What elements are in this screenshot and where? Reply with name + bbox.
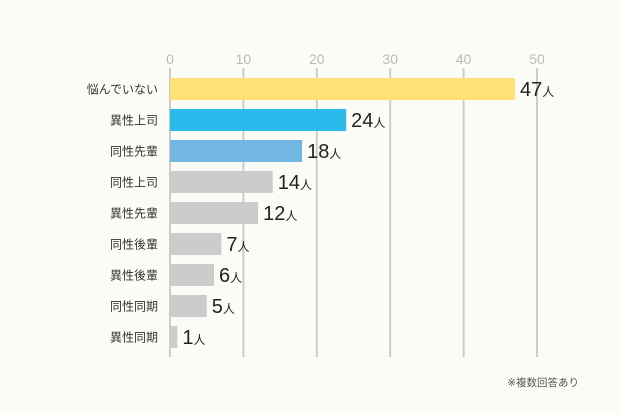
bar — [170, 140, 303, 162]
data-label-unit: 人 — [285, 209, 297, 223]
category-label: 同性上司 — [110, 176, 158, 190]
footnote: ※複数回答あり — [507, 376, 579, 389]
category-label: 悩んでいない — [87, 83, 158, 97]
data-label-unit: 人 — [238, 240, 250, 254]
category-label: 異性先輩 — [110, 206, 158, 221]
bar — [170, 109, 347, 131]
data-label-unit: 人 — [193, 333, 205, 347]
category-label: 異性後輩 — [110, 268, 158, 283]
data-label: 18人 — [307, 141, 341, 163]
bar — [170, 202, 259, 224]
bar — [170, 78, 515, 100]
x-tick-label: 0 — [166, 51, 174, 67]
x-tick-label: 20 — [309, 51, 325, 67]
data-label: 6人 — [219, 265, 242, 287]
data-label-unit: 人 — [542, 85, 554, 99]
data-label: 12人 — [263, 203, 297, 225]
data-label: 24人 — [351, 110, 385, 132]
bar — [170, 233, 222, 255]
bar — [170, 295, 207, 317]
x-tick-label: 10 — [236, 51, 252, 67]
category-label: 同性後輩 — [110, 237, 158, 252]
category-label: 同性先輩 — [110, 144, 158, 159]
data-label: 1人 — [182, 327, 205, 349]
category-label: 同性同期 — [110, 300, 158, 314]
data-label-unit: 人 — [223, 302, 235, 316]
category-label: 異性同期 — [110, 331, 158, 345]
data-label-unit: 人 — [329, 147, 341, 161]
category-label: 異性上司 — [110, 114, 158, 128]
data-label: 14人 — [278, 172, 312, 194]
data-label-unit: 人 — [373, 116, 385, 130]
data-label: 7人 — [226, 234, 249, 256]
data-label-unit: 人 — [230, 271, 242, 285]
data-label: 5人 — [212, 296, 235, 318]
bar — [170, 264, 215, 286]
bar — [170, 326, 178, 348]
x-tick-label: 50 — [529, 51, 545, 67]
x-tick-label: 30 — [382, 51, 398, 67]
data-label-unit: 人 — [300, 178, 312, 192]
data-label: 47人 — [520, 79, 554, 101]
x-tick-label: 40 — [456, 51, 472, 67]
bar — [170, 171, 273, 193]
